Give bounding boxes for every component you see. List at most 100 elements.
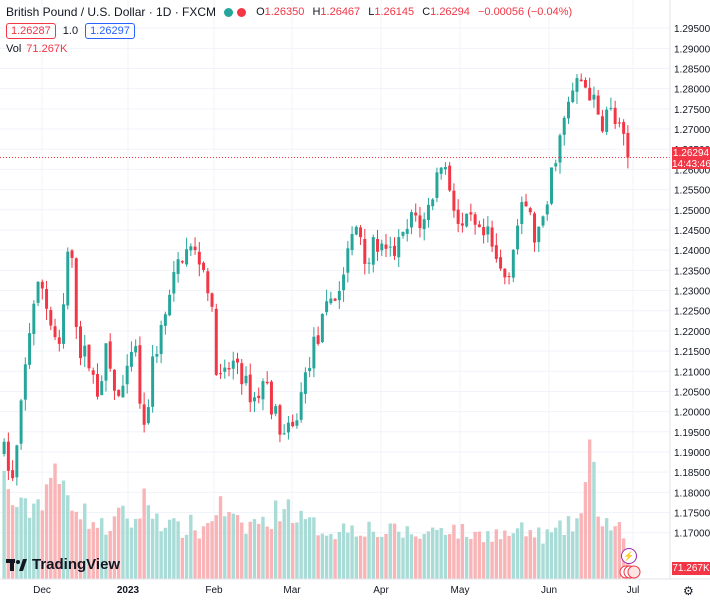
volume-bar bbox=[443, 534, 448, 579]
price-tick-label: 1.24500 bbox=[674, 226, 710, 237]
volume-bar bbox=[392, 523, 397, 579]
candle bbox=[583, 77, 587, 89]
volume-bar bbox=[469, 538, 473, 579]
time-tick-label: Feb bbox=[205, 585, 223, 596]
candle bbox=[443, 162, 447, 175]
candle bbox=[354, 225, 358, 236]
volume-bar bbox=[150, 518, 155, 579]
volume-bar bbox=[579, 513, 583, 579]
candle bbox=[418, 206, 422, 238]
candle bbox=[142, 392, 146, 433]
candle bbox=[460, 212, 464, 233]
volume-bar bbox=[375, 537, 380, 579]
volume-bar bbox=[401, 537, 405, 579]
volume-bar bbox=[121, 505, 125, 579]
volume-bar bbox=[23, 498, 28, 579]
price-tick-label: 1.17500 bbox=[674, 509, 710, 520]
chart-legend: British Pound / U.S. Dollar · 1D · FXCM … bbox=[6, 5, 577, 19]
candle bbox=[62, 293, 66, 349]
candle bbox=[172, 261, 176, 302]
volume-bar bbox=[44, 484, 49, 579]
price-tick-label: 1.22000 bbox=[674, 327, 710, 338]
volume-bar bbox=[129, 527, 134, 579]
candle bbox=[206, 267, 210, 302]
candle bbox=[11, 460, 15, 482]
volume-bar bbox=[2, 470, 6, 579]
time-tick-label: Jul bbox=[627, 585, 640, 596]
volume-bar bbox=[418, 538, 422, 579]
time-axis[interactable]: Dec 2023 Feb Mar Apr May Jun Jul bbox=[33, 585, 639, 596]
volume-bar bbox=[397, 531, 401, 579]
volume-bar bbox=[337, 531, 342, 579]
volume-bar bbox=[380, 536, 384, 579]
volume-bar bbox=[214, 515, 218, 579]
tradingview-logo[interactable]: TradingView bbox=[6, 556, 120, 573]
volume-bar bbox=[57, 483, 61, 579]
candle bbox=[409, 209, 413, 235]
volume-bar bbox=[240, 522, 244, 579]
candle bbox=[295, 413, 299, 429]
volume-bar bbox=[320, 533, 325, 579]
candle bbox=[23, 357, 27, 411]
volume-bar bbox=[210, 521, 214, 579]
candle bbox=[376, 229, 380, 261]
candle bbox=[566, 96, 570, 124]
candle bbox=[244, 366, 248, 386]
candle bbox=[596, 89, 600, 115]
candle bbox=[545, 201, 549, 221]
volume-bar bbox=[324, 535, 329, 579]
price-tick-label: 1.27000 bbox=[674, 125, 710, 136]
candle bbox=[66, 247, 70, 310]
bid-button[interactable]: 1.26287 bbox=[6, 23, 56, 39]
candle bbox=[473, 212, 477, 235]
volume-bar bbox=[358, 535, 363, 579]
volume-bar bbox=[481, 542, 486, 579]
ask-button[interactable]: 1.26297 bbox=[85, 23, 135, 39]
volume-bar bbox=[32, 503, 36, 579]
volume-bar bbox=[596, 516, 600, 579]
candle bbox=[45, 280, 49, 320]
candle bbox=[49, 306, 53, 330]
volume-legend[interactable]: Vol 71.267K bbox=[6, 43, 67, 55]
flash-icon[interactable]: ⚡ bbox=[621, 548, 637, 564]
candle bbox=[197, 242, 201, 277]
candle bbox=[613, 100, 617, 129]
time-tick-label: May bbox=[451, 585, 470, 596]
volume-bar bbox=[257, 523, 261, 579]
economic-events-icon[interactable] bbox=[619, 565, 641, 579]
volume-bar bbox=[49, 477, 53, 579]
candle bbox=[554, 159, 558, 172]
candle bbox=[248, 363, 252, 412]
volume-bar bbox=[414, 536, 418, 579]
volume-value: 71.267K bbox=[26, 43, 68, 55]
volume-bar bbox=[231, 513, 235, 579]
symbol-title[interactable]: British Pound / U.S. Dollar · 1D · FXCM bbox=[6, 5, 217, 19]
volume-bar bbox=[316, 535, 320, 579]
volume-bar bbox=[206, 523, 210, 579]
candle bbox=[422, 212, 426, 241]
candle bbox=[15, 444, 19, 486]
candle bbox=[146, 399, 150, 425]
change-value: −0.00056 (−0.04%) bbox=[477, 6, 573, 18]
volume-bar bbox=[261, 516, 265, 579]
volume-bar bbox=[172, 518, 176, 579]
volume-bar bbox=[477, 531, 482, 579]
candle bbox=[477, 220, 481, 228]
volume-bar bbox=[197, 538, 202, 579]
candle bbox=[571, 82, 575, 104]
price-tick-label: 1.25500 bbox=[674, 186, 710, 197]
volume-bar bbox=[248, 521, 252, 579]
volume-bar bbox=[460, 523, 465, 579]
volume-bar bbox=[439, 527, 443, 579]
price-tick-label: 1.23500 bbox=[674, 266, 710, 277]
price-axis[interactable]: 1.17000 1.17500 1.18000 1.18500 1.19000 1.195… bbox=[674, 24, 710, 540]
candle bbox=[533, 211, 537, 252]
volume-bar bbox=[15, 506, 19, 579]
settings-gear-icon[interactable]: ⚙ bbox=[683, 584, 694, 598]
price-tick-label: 1.20500 bbox=[674, 387, 710, 398]
price-tick-label: 1.25000 bbox=[674, 206, 710, 217]
candle bbox=[359, 224, 363, 245]
candle bbox=[83, 334, 87, 368]
candle bbox=[388, 236, 392, 257]
